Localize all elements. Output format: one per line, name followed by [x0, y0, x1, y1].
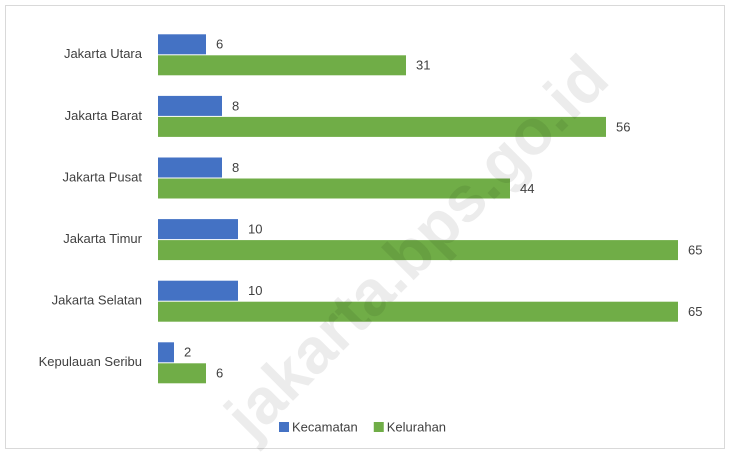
- bar: [158, 342, 174, 363]
- bar: [158, 55, 406, 76]
- data-label: 65: [688, 243, 702, 258]
- data-label: 2: [184, 345, 191, 360]
- bar: [158, 363, 206, 384]
- bar: [158, 95, 222, 116]
- bar: [158, 178, 510, 199]
- legend-swatch: [373, 422, 384, 432]
- y-tick-label: Jakarta Selatan: [52, 293, 142, 308]
- data-label: 8: [232, 160, 239, 175]
- legend-swatch: [279, 422, 289, 432]
- y-tick-label: Kepulauan Seribu: [39, 354, 142, 369]
- data-label: 31: [416, 58, 430, 73]
- y-tick-label: Jakarta Timur: [63, 231, 142, 246]
- bar: [158, 301, 678, 322]
- chart-border: [5, 5, 725, 449]
- legend-label: Kecamatan: [292, 419, 358, 434]
- data-label: 56: [616, 119, 630, 134]
- bar: [158, 240, 678, 261]
- data-label: 6: [216, 366, 223, 381]
- legend-label: Kelurahan: [387, 419, 446, 434]
- y-tick-label: Jakarta Pusat: [63, 169, 143, 184]
- bar: [158, 116, 606, 137]
- y-tick-label: Jakarta Barat: [65, 108, 143, 123]
- data-label: 8: [232, 98, 239, 113]
- bar: [158, 280, 238, 301]
- data-label: 10: [248, 222, 262, 237]
- bar: [158, 34, 206, 55]
- bar: [158, 219, 238, 240]
- data-label: 65: [688, 304, 702, 319]
- data-label: 10: [248, 283, 262, 298]
- data-label: 6: [216, 37, 223, 52]
- bar: [158, 157, 222, 178]
- y-tick-label: Jakarta Utara: [64, 46, 143, 61]
- data-label: 44: [520, 181, 534, 196]
